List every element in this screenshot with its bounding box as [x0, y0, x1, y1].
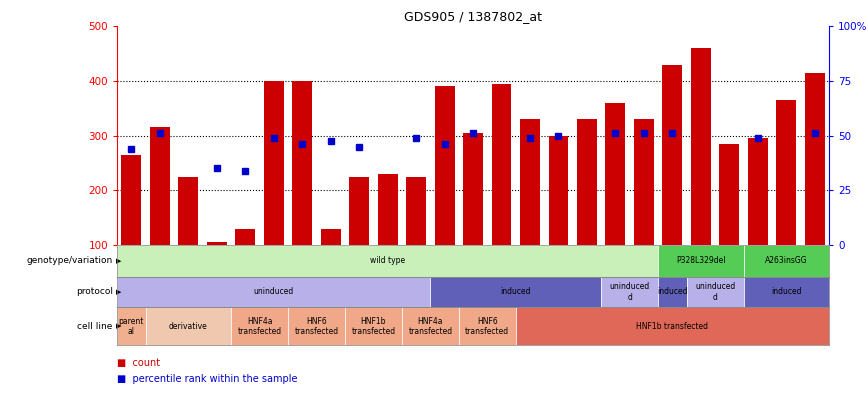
- Text: uninduced
d: uninduced d: [695, 282, 735, 301]
- Bar: [207, 242, 227, 245]
- Bar: [491, 84, 511, 245]
- Bar: [662, 64, 682, 245]
- Text: uninduced
d: uninduced d: [609, 282, 650, 301]
- Text: ▶: ▶: [116, 289, 122, 295]
- Bar: [122, 155, 141, 245]
- Bar: [549, 136, 569, 245]
- Bar: [720, 144, 740, 245]
- Bar: [634, 119, 654, 245]
- Bar: [577, 119, 597, 245]
- Bar: [435, 86, 455, 245]
- Text: ▶: ▶: [116, 323, 122, 329]
- Text: protocol: protocol: [76, 287, 113, 296]
- Text: A263insGG: A263insGG: [765, 256, 807, 265]
- Bar: [464, 133, 483, 245]
- Text: derivative: derivative: [169, 322, 207, 331]
- Text: parent
al: parent al: [119, 317, 144, 336]
- Text: cell line: cell line: [77, 322, 113, 331]
- Bar: [264, 81, 284, 245]
- Text: HNF1b transfected: HNF1b transfected: [636, 322, 708, 331]
- Bar: [321, 228, 340, 245]
- Bar: [805, 73, 825, 245]
- Bar: [606, 103, 625, 245]
- Bar: [748, 139, 767, 245]
- Bar: [776, 100, 796, 245]
- Text: induced: induced: [771, 287, 801, 296]
- Bar: [349, 177, 369, 245]
- Text: induced: induced: [501, 287, 531, 296]
- Bar: [235, 228, 255, 245]
- Text: ▶: ▶: [116, 258, 122, 264]
- Text: ■  count: ■ count: [117, 358, 161, 368]
- Bar: [150, 128, 170, 245]
- Bar: [179, 177, 198, 245]
- Text: HNF4a
transfected: HNF4a transfected: [238, 317, 281, 336]
- Text: HNF1b
transfected: HNF1b transfected: [352, 317, 396, 336]
- Text: genotype/variation: genotype/variation: [27, 256, 113, 265]
- Text: HNF6
transfected: HNF6 transfected: [465, 317, 510, 336]
- Bar: [406, 177, 426, 245]
- Text: ■  percentile rank within the sample: ■ percentile rank within the sample: [117, 374, 298, 384]
- Text: wild type: wild type: [370, 256, 405, 265]
- Text: HNF4a
transfected: HNF4a transfected: [408, 317, 452, 336]
- Text: HNF6
transfected: HNF6 transfected: [294, 317, 339, 336]
- Bar: [691, 48, 711, 245]
- Bar: [378, 174, 398, 245]
- Text: uninduced: uninduced: [253, 287, 294, 296]
- Text: induced: induced: [657, 287, 687, 296]
- Text: P328L329del: P328L329del: [676, 256, 726, 265]
- Bar: [293, 81, 312, 245]
- Text: GDS905 / 1387802_at: GDS905 / 1387802_at: [404, 10, 542, 23]
- Bar: [520, 119, 540, 245]
